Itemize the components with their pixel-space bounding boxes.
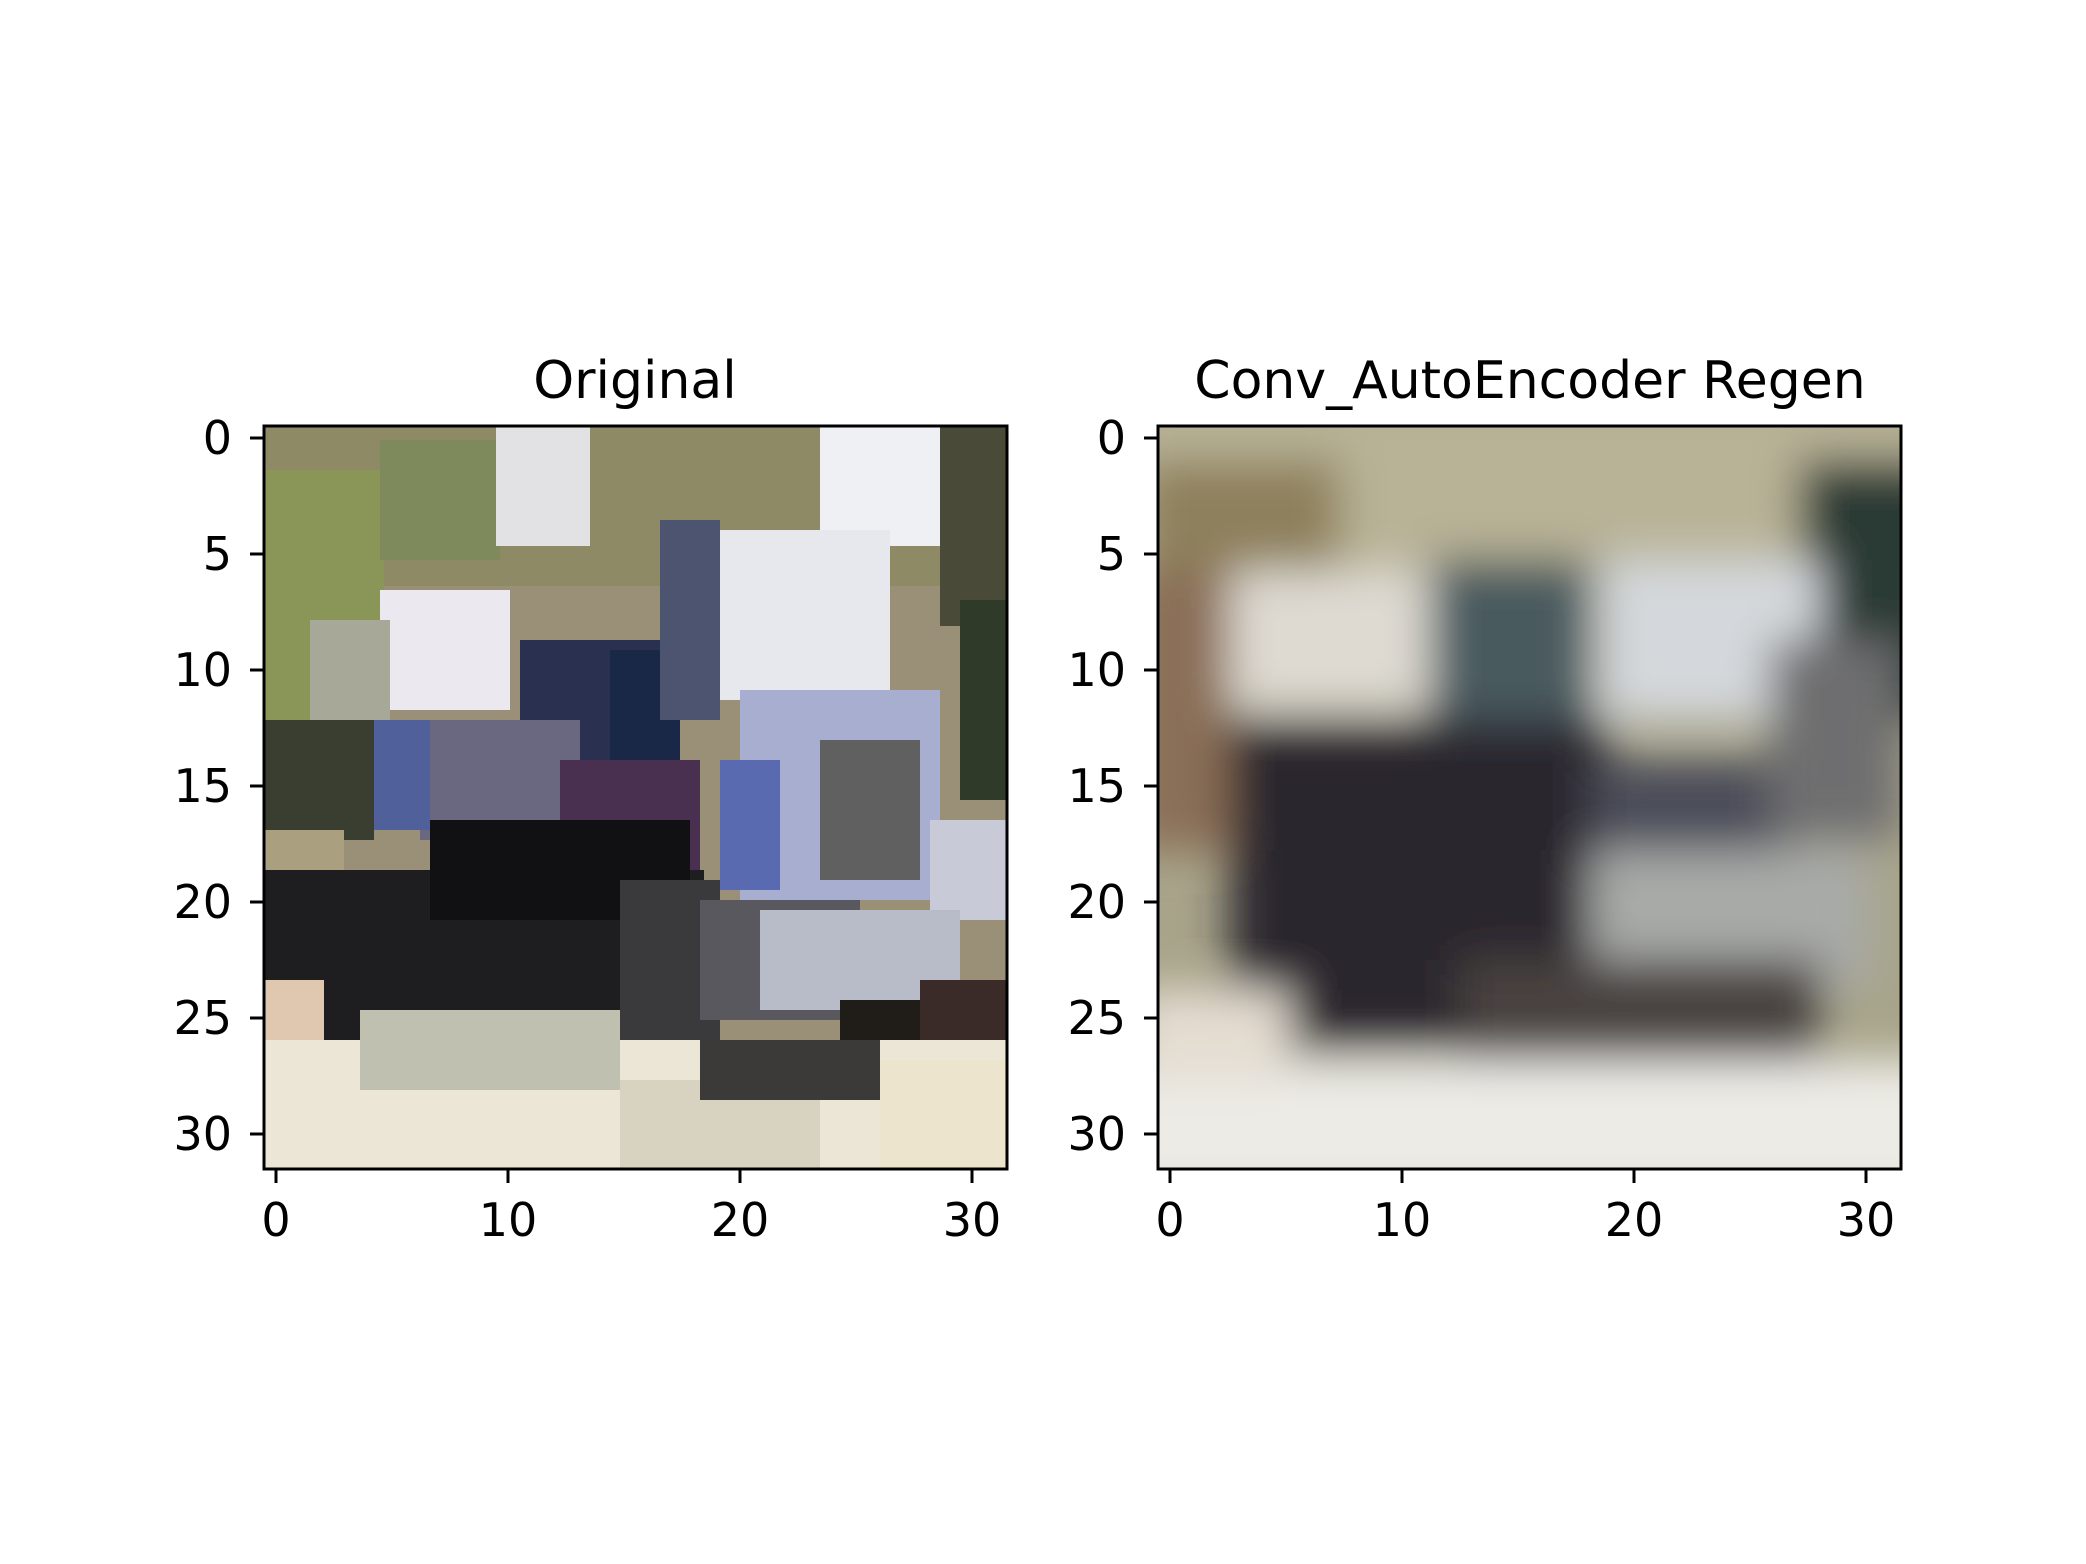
y-tick-label: 0 — [1097, 411, 1126, 465]
original-image — [264, 426, 1007, 1169]
plot-frame — [262, 424, 1009, 1171]
y-tick-label: 15 — [173, 759, 232, 813]
y-tick-label: 0 — [203, 411, 232, 465]
y-tick-label: 20 — [1067, 875, 1126, 929]
panel-regen: Conv_AutoEncoder Regen — [1067, 351, 1903, 1247]
y-tick-label: 10 — [173, 643, 232, 697]
y-tick-label: 10 — [1067, 643, 1126, 697]
x-tick-label: 20 — [711, 1193, 770, 1247]
x-tick-label: 30 — [1837, 1193, 1896, 1247]
y-tick-label: 25 — [173, 991, 232, 1045]
x-tick-label: 20 — [1605, 1193, 1664, 1247]
regen-image — [1158, 426, 1901, 1169]
x-tick-label: 0 — [261, 1193, 290, 1247]
y-tick-label: 30 — [1067, 1107, 1126, 1161]
x-tick-label: 10 — [1373, 1193, 1432, 1247]
plot-frame — [1156, 424, 1903, 1171]
x-tick-label: 30 — [943, 1193, 1002, 1247]
panel-title: Conv_AutoEncoder Regen — [1194, 351, 1865, 411]
panel-title: Original — [533, 351, 736, 411]
y-tick-label: 20 — [173, 875, 232, 929]
y-tick-label: 5 — [1097, 527, 1126, 581]
panel-original: Original — [173, 351, 1009, 1247]
x-tick-label: 0 — [1155, 1193, 1184, 1247]
x-axis: 0 10 20 30 — [1155, 1169, 1895, 1247]
y-tick-label: 15 — [1067, 759, 1126, 813]
x-axis: 0 10 20 30 — [261, 1169, 1001, 1247]
y-tick-label: 5 — [203, 527, 232, 581]
y-tick-label: 30 — [173, 1107, 232, 1161]
y-axis: 0 5 10 15 20 25 30 — [173, 411, 264, 1161]
x-tick-label: 10 — [479, 1193, 538, 1247]
y-tick-label: 25 — [1067, 991, 1126, 1045]
y-axis: 0 5 10 15 20 25 30 — [1067, 411, 1158, 1161]
